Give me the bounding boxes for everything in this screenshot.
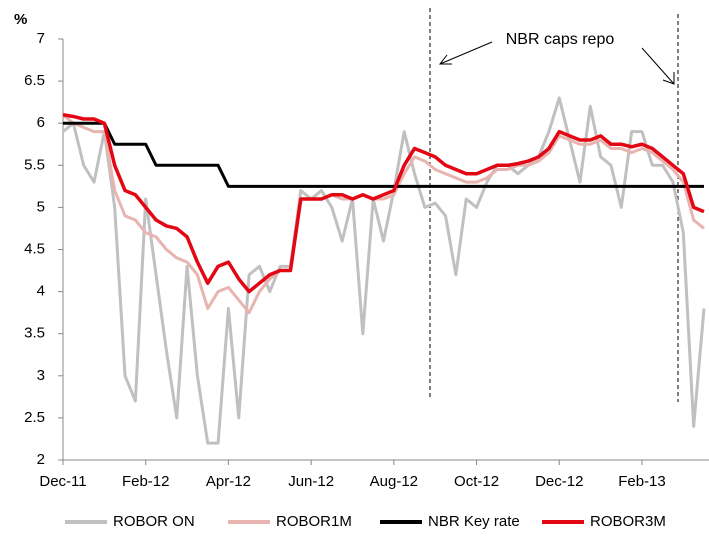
annotation-arrowhead: [438, 54, 452, 65]
x-tick-label: Oct-12: [454, 473, 499, 490]
series-line: [62, 113, 705, 315]
y-tick-label: 3.5: [24, 325, 45, 342]
legend-label: ROBOR1M: [276, 513, 352, 530]
annotation-arrow: [439, 41, 493, 65]
x-tick-label: Feb-13: [618, 473, 666, 490]
x-tick-label: Jun-12: [288, 473, 334, 490]
x-tick-label: Dec-11: [39, 473, 86, 490]
y-tick-label: 6: [37, 114, 45, 131]
y-tick-label: 5: [37, 198, 45, 215]
y-tick-label: 2.5: [24, 409, 45, 426]
y-tick-label: 5.5: [24, 156, 45, 173]
series-line: [62, 96, 706, 445]
y-tick-label: 4.5: [24, 240, 45, 257]
legend-label: ROBOR3M: [590, 513, 666, 530]
x-tick-label: Feb-12: [122, 473, 170, 490]
legend-label: ROBOR ON: [113, 513, 195, 530]
y-axis-label: %: [14, 11, 27, 28]
x-tick-label: Apr-12: [206, 473, 251, 490]
y-tick-label: 7: [37, 30, 45, 47]
y-tick-label: 4: [37, 283, 45, 300]
y-tick-label: 3: [37, 367, 45, 384]
y-tick-label: 6.5: [24, 72, 45, 89]
legend-label: NBR Key rate: [428, 513, 520, 530]
series-line: [63, 121, 704, 188]
annotation: NBR caps repo: [506, 31, 615, 48]
series-line: [62, 113, 705, 294]
x-tick-label: Aug-12: [370, 473, 418, 490]
annotation-arrow: [641, 47, 675, 85]
annotation-arrowhead: [662, 72, 675, 85]
y-tick-label: 2: [37, 451, 45, 468]
x-tick-label: Dec-12: [535, 473, 583, 490]
